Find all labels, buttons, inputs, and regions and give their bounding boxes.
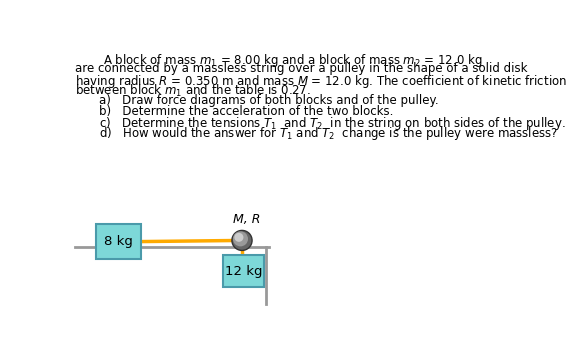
Text: are connected by a massless string over a pulley in the shape of a solid disk: are connected by a massless string over … — [76, 62, 528, 75]
Circle shape — [233, 231, 248, 246]
Text: d)   How would the answer for $T_1$ and $T_2$  change is the pulley were massles: d) How would the answer for $T_1$ and $T… — [98, 125, 558, 142]
Circle shape — [235, 233, 244, 242]
Text: a)   Draw force diagrams of both blocks and of the pulley.: a) Draw force diagrams of both blocks an… — [98, 94, 438, 107]
Text: 8 kg: 8 kg — [104, 235, 133, 248]
Text: 12 kg: 12 kg — [225, 265, 263, 278]
Text: having radius $R$ = 0.350 m and mass $M$ = 12.0 kg. The coefficient of kinetic f: having radius $R$ = 0.350 m and mass $M$… — [76, 73, 567, 89]
Text: c)   Determine the tensions $T_1$  and $T_2$  in the string on both sides of the: c) Determine the tensions $T_1$ and $T_2… — [98, 115, 565, 132]
Text: b)   Determine the acceleration of the two blocks.: b) Determine the acceleration of the two… — [98, 104, 393, 118]
Text: between block $m_1$ and the table is 0.27.: between block $m_1$ and the table is 0.2… — [76, 83, 311, 99]
FancyBboxPatch shape — [96, 224, 141, 259]
Text: A block of mass $m_1$ = 8.00 kg and a block of mass $m_2$ = 12.0 kg: A block of mass $m_1$ = 8.00 kg and a bl… — [104, 52, 483, 69]
Text: M, R: M, R — [233, 213, 260, 226]
Circle shape — [232, 230, 252, 251]
FancyBboxPatch shape — [224, 255, 264, 287]
